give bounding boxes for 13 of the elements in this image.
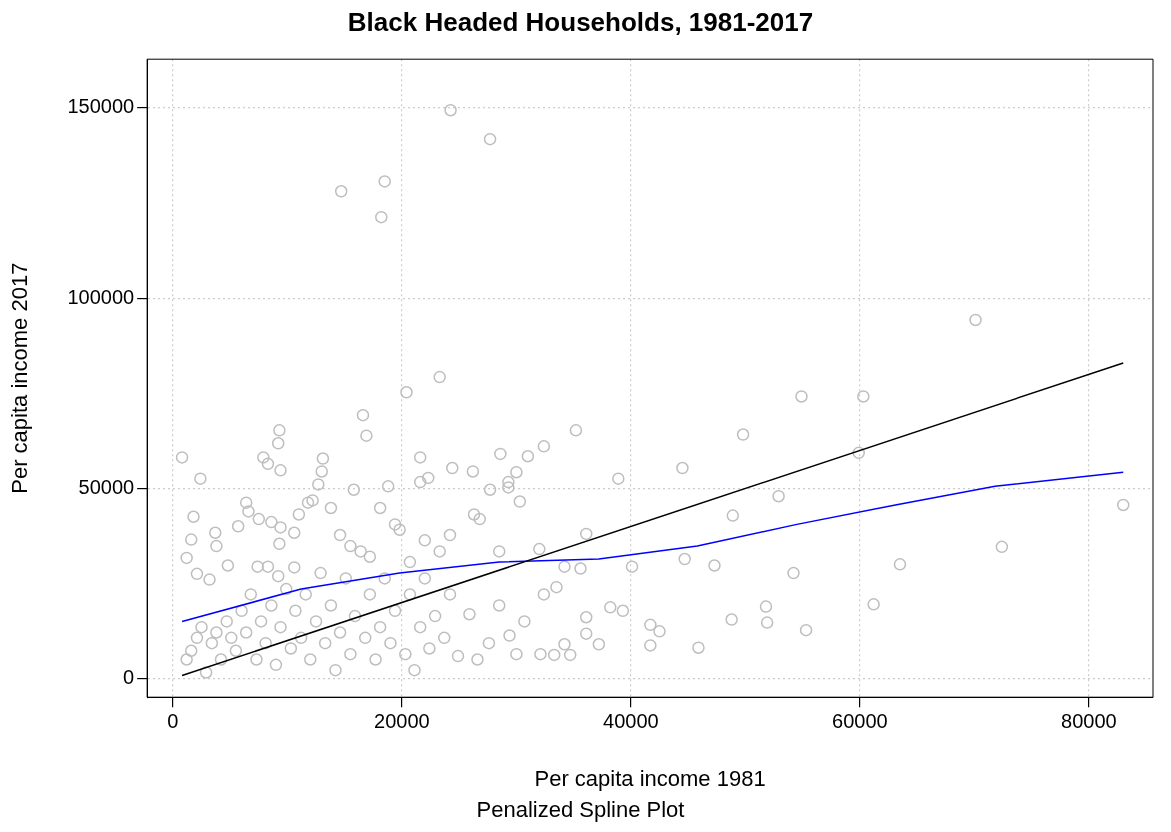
y-tick-label: 50000 [78, 476, 135, 499]
x-tick-label: 0 [167, 709, 179, 732]
y-tick-label: 0 [123, 666, 135, 689]
text: Penalized Spline Plot [476, 796, 685, 822]
x-tick-label: 80000 [1061, 709, 1117, 732]
x-axis-title: Per capita income 1981 [534, 766, 766, 792]
x-tick-label: 60000 [832, 709, 888, 732]
chart-title: Black Headed Households, 1981-2017 [347, 6, 814, 37]
x-tick-label: 40000 [603, 709, 659, 732]
x-tick-label: 20000 [374, 709, 430, 732]
y-tick-label: 100000 [67, 285, 135, 308]
y-tick-label: 150000 [67, 95, 135, 118]
y-axis-title: Per capita income 2017 [7, 262, 33, 494]
